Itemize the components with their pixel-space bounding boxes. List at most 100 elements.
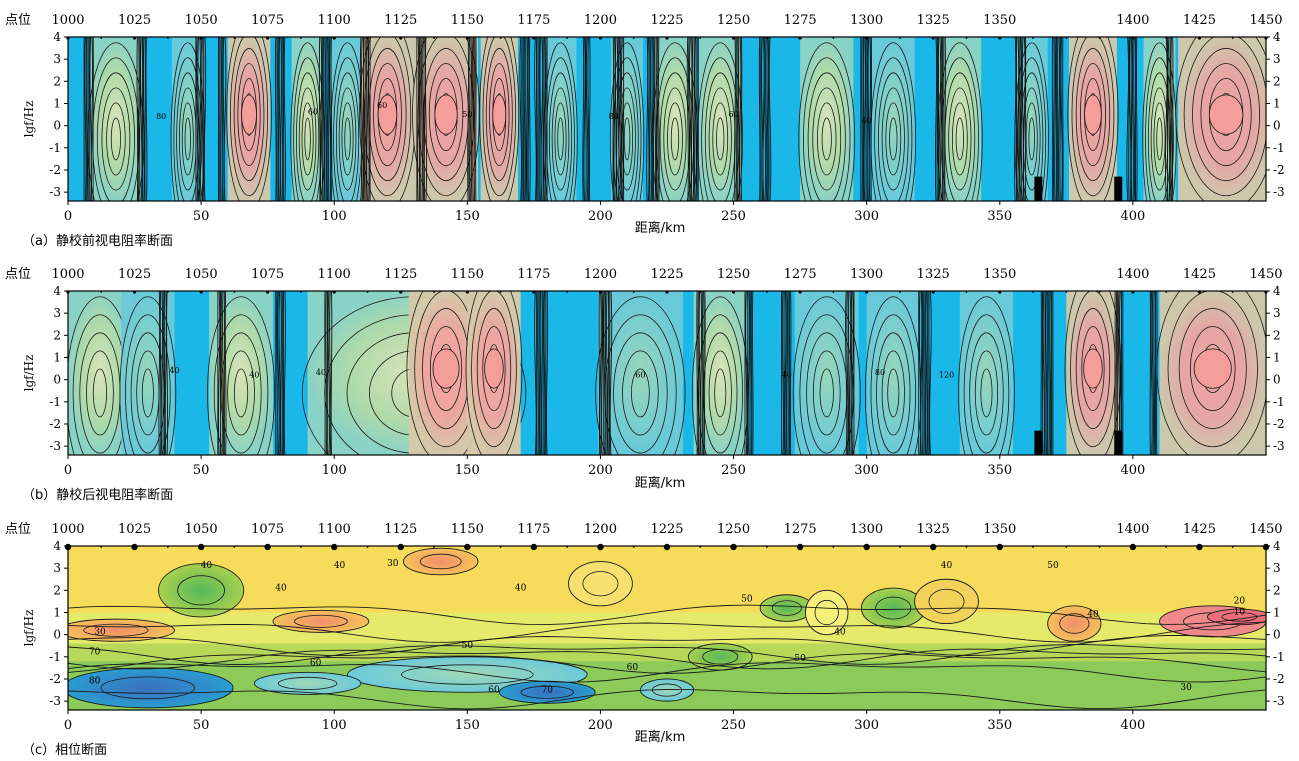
contour-line: [329, 37, 332, 201]
station-dot: [666, 37, 668, 39]
plot-area: 80 60 60 50 80 60 40: [68, 37, 1266, 201]
contour-line: [282, 37, 285, 201]
contour-line: [758, 37, 761, 201]
contour-line: [68, 621, 1266, 643]
station-dot: [1131, 291, 1134, 293]
anomaly-band: [544, 37, 577, 201]
contour-label: 40: [169, 366, 179, 375]
station-dot: [266, 291, 269, 293]
point-tick-label: 1450: [1249, 13, 1282, 28]
station-dot: [932, 37, 935, 39]
contour-line: [1175, 37, 1266, 201]
contour-line: [207, 296, 275, 455]
contour-line: [925, 291, 928, 455]
contour-line: [600, 291, 603, 455]
panel-caption: （c）相位断面: [22, 743, 107, 758]
point-tick-label: 1000: [51, 267, 84, 282]
station-dot: [499, 37, 502, 39]
y-tick-label-right: 0: [1273, 628, 1281, 642]
contour-label: 40: [249, 370, 259, 379]
contour-line: [485, 48, 513, 182]
contour-core: [1193, 348, 1232, 389]
contour-line: [631, 368, 650, 418]
contour-line: [424, 37, 428, 201]
contour-line: [551, 87, 570, 191]
station-dot: [499, 546, 502, 548]
contour-line: [326, 37, 329, 201]
contour-line: [280, 291, 282, 455]
contour-line: [604, 291, 607, 455]
point-tick-label: 1425: [1183, 522, 1216, 537]
contour-line: [417, 37, 420, 201]
phase-region: [403, 548, 478, 575]
contour-notch: [1034, 430, 1043, 455]
y-tick-label-right: 1: [1273, 96, 1281, 110]
contour-line: [716, 117, 725, 161]
contour-line: [330, 291, 333, 455]
contour-line: [781, 291, 784, 455]
point-tick-label: 1250: [717, 522, 750, 537]
point-tick-label: 1075: [251, 267, 284, 282]
phase-region: [68, 619, 175, 642]
contour-line: [101, 87, 131, 191]
contour-line: [612, 37, 614, 201]
contour-line: [278, 37, 281, 201]
contour-line: [469, 37, 472, 201]
plot-area: 40 40 40 60 40 80 120: [68, 291, 1266, 455]
contour-line: [482, 37, 516, 197]
station-dot: [532, 546, 535, 548]
contour-line: [696, 291, 698, 455]
contour-label: 40: [515, 583, 527, 593]
contour-line: [607, 291, 610, 455]
contour-line: [220, 291, 223, 455]
x-tick-label: 0: [64, 209, 72, 224]
y-tick-label-left: 0: [53, 119, 61, 133]
contour-line: [543, 291, 546, 455]
station-dot: [200, 291, 203, 293]
contour-line: [325, 291, 328, 455]
contour-line: [851, 291, 854, 455]
contour-line: [277, 676, 338, 690]
panel-caption: （a）静校前视电阻率断面: [22, 233, 173, 249]
station-dot: [1065, 37, 1068, 39]
contour-label: 60: [377, 101, 387, 110]
contour-line: [655, 37, 657, 201]
contour-line: [541, 291, 543, 455]
station-dot: [532, 37, 535, 39]
x-tick-label: 300: [854, 463, 879, 478]
station-dot: [1231, 546, 1234, 548]
contour-line: [877, 72, 909, 201]
contour-line: [921, 291, 924, 455]
station-dot: [200, 546, 203, 548]
contour-line: [318, 37, 321, 201]
contour-line: [1045, 291, 1048, 455]
point-tick-label: 1175: [517, 13, 550, 28]
station-dot: [799, 37, 802, 39]
contour-line: [1126, 37, 1129, 201]
contour-line: [223, 37, 227, 201]
contour-line: [281, 37, 283, 201]
contour-line: [920, 291, 923, 455]
contour-line: [587, 37, 590, 201]
contour-line: [283, 37, 287, 201]
contour-line: [546, 57, 575, 201]
point-tick-label: 1300: [850, 267, 883, 282]
contour-line: [177, 575, 225, 606]
contour-line: [419, 553, 462, 570]
contour-line: [1048, 291, 1050, 455]
y-tick-label-left: -2: [49, 417, 61, 431]
point-tick-label: 1075: [251, 522, 284, 537]
contour-line: [955, 117, 964, 161]
contour-line: [361, 37, 364, 201]
contour-line: [609, 42, 645, 201]
contour-label: 40: [941, 561, 953, 571]
contour-line: [734, 37, 736, 201]
x-tick-label: 0: [64, 463, 72, 478]
contour-core: [434, 94, 458, 135]
contour-line: [750, 291, 753, 455]
station-dot: [300, 546, 302, 548]
y-tick-label-left: -1: [49, 650, 61, 664]
station-dot: [965, 37, 968, 39]
x-tick-label: 300: [854, 718, 879, 733]
contour-label: 40: [334, 561, 346, 571]
